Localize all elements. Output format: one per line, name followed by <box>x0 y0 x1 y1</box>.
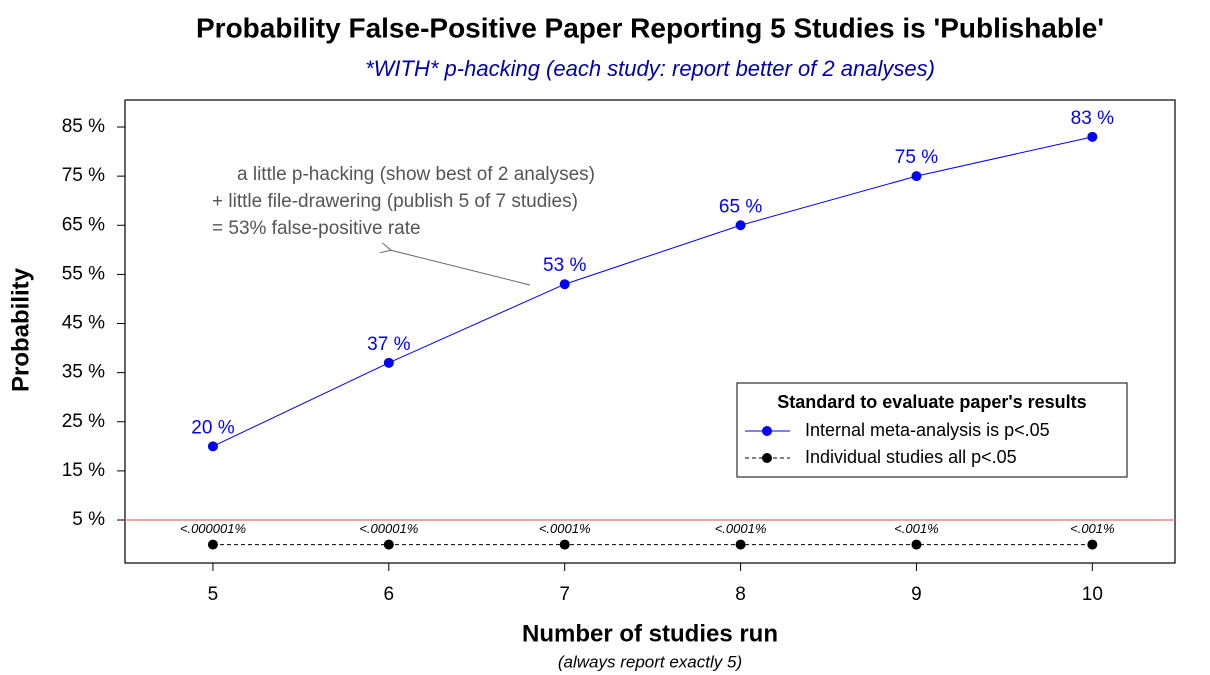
data-label: 75 % <box>895 147 938 168</box>
chart-title: Probability False-Positive Paper Reporti… <box>196 12 1104 43</box>
y-tick-label: 15 % <box>62 460 105 481</box>
data-label: 65 % <box>719 196 762 217</box>
annotation: + little file-drawering (publish 5 of 7 … <box>212 191 578 212</box>
data-point <box>207 441 218 452</box>
x-tick-label: 5 <box>208 584 219 605</box>
x-tick-label: 7 <box>559 584 570 605</box>
data-point <box>383 357 394 368</box>
chart-subtitle: *WITH* p-hacking (each study: report bet… <box>365 56 935 81</box>
data-point <box>1087 539 1098 550</box>
y-tick-label: 75 % <box>62 165 105 186</box>
data-label: <.00001% <box>359 521 418 536</box>
legend: Standard to evaluate paper's results Inte… <box>736 382 1128 478</box>
y-tick-label: 45 % <box>62 313 105 334</box>
annotation: = 53% false-positive rate <box>212 218 421 239</box>
y-tick-label: 55 % <box>62 263 105 284</box>
annotation-arrow <box>390 250 531 286</box>
legend-marker <box>762 426 772 436</box>
legend-title: Standard to evaluate paper's results <box>777 392 1086 412</box>
y-tick-label: 65 % <box>62 214 105 235</box>
data-point <box>1087 131 1098 142</box>
data-label: <.000001% <box>180 521 246 536</box>
x-tick-label: 6 <box>384 584 395 605</box>
data-point <box>383 539 394 550</box>
data-label: 53 % <box>543 255 586 276</box>
y-tick-label: 5 % <box>72 509 105 530</box>
data-point <box>735 220 746 231</box>
data-label: <.001% <box>1070 521 1114 536</box>
data-label: <.0001% <box>539 521 591 536</box>
plot-frame <box>124 99 1176 564</box>
data-label: 20 % <box>191 417 234 438</box>
legend-marker <box>762 453 772 463</box>
legend-label: Internal meta-analysis is p<.05 <box>805 420 1050 440</box>
data-label: <.001% <box>894 521 938 536</box>
series-line <box>212 136 1093 447</box>
data-point <box>559 279 570 290</box>
data-point <box>559 539 570 550</box>
legend-label: Individual studies all p<.05 <box>805 447 1017 467</box>
data-point <box>207 539 218 550</box>
data-point <box>911 171 922 182</box>
data-point <box>911 539 922 550</box>
x-axis-subtitle: (always report exactly 5) <box>558 652 742 671</box>
data-point <box>735 539 746 550</box>
x-tick-label: 10 <box>1082 584 1103 605</box>
annotation: a little p-hacking (show best of 2 analy… <box>237 164 595 185</box>
data-label: 83 % <box>1071 108 1114 129</box>
data-label: 37 % <box>367 334 410 355</box>
y-axis-title: Probability <box>7 267 34 392</box>
x-axis-title: Number of studies run <box>522 620 778 647</box>
x-tick-label: 9 <box>911 584 922 605</box>
data-label: <.0001% <box>715 521 767 536</box>
legend-box <box>736 382 1128 478</box>
y-tick-label: 35 % <box>62 362 105 383</box>
y-tick-label: 25 % <box>62 411 105 432</box>
x-tick-label: 8 <box>735 584 746 605</box>
y-tick-label: 85 % <box>62 116 105 137</box>
